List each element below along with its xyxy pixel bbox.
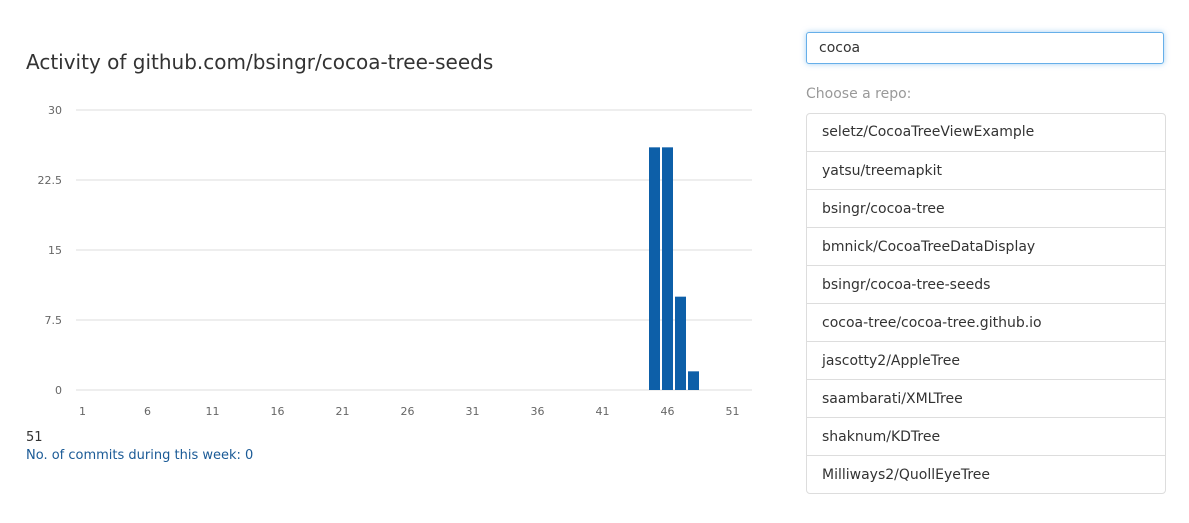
x-tick-label: 11 xyxy=(206,405,220,418)
y-tick-label: 22.5 xyxy=(38,174,63,187)
y-tick-label: 0 xyxy=(55,384,62,397)
repo-list-item[interactable]: cocoa-tree/cocoa-tree.github.io xyxy=(807,303,1165,341)
repo-list-item[interactable]: bsingr/cocoa-tree-seeds xyxy=(807,265,1165,303)
week-bar[interactable] xyxy=(675,296,686,390)
x-tick-label: 36 xyxy=(531,405,545,418)
x-tick-label: 21 xyxy=(336,405,350,418)
y-tick-label: 7.5 xyxy=(45,314,63,327)
week-bar[interactable] xyxy=(662,147,673,390)
x-axis-ticks: 1 6 11 16 21 26 31 36 41 46 51 xyxy=(79,405,740,418)
page-title: Activity of github.com/bsingr/cocoa-tree… xyxy=(26,50,494,74)
repo-list-item[interactable]: Milliways2/QuollEyeTree xyxy=(807,455,1165,493)
x-tick-label: 51 xyxy=(726,405,740,418)
repo-list: seletz/CocoaTreeViewExample yatsu/treemap… xyxy=(806,113,1166,494)
week-commits-text: No. of commits during this week: 0 xyxy=(26,448,254,463)
repo-list-item[interactable]: yatsu/treemapkit xyxy=(807,151,1165,189)
repo-list-item[interactable]: bmnick/CocoaTreeDataDisplay xyxy=(807,227,1165,265)
choose-repo-label: Choose a repo: xyxy=(806,86,912,102)
selected-week-number: 51 xyxy=(26,430,43,445)
chart-bars xyxy=(649,147,699,390)
repo-list-item[interactable]: jascotty2/AppleTree xyxy=(807,341,1165,379)
repo-list-item[interactable]: seletz/CocoaTreeViewExample xyxy=(822,124,1035,140)
week-bar[interactable] xyxy=(649,147,660,390)
y-tick-label: 30 xyxy=(48,104,62,117)
x-tick-label: 41 xyxy=(596,405,610,418)
week-bar[interactable] xyxy=(688,371,699,390)
x-tick-label: 46 xyxy=(661,405,675,418)
x-tick-label: 26 xyxy=(401,405,415,418)
y-axis-ticks: 0 7.5 15 22.5 30 xyxy=(38,104,63,397)
chart-grid xyxy=(76,109,752,391)
y-tick-label: 15 xyxy=(48,244,62,257)
x-tick-label: 1 xyxy=(79,405,86,418)
repo-list-item[interactable]: shaknum/KDTree xyxy=(807,417,1165,455)
x-tick-label: 16 xyxy=(271,405,285,418)
repo-search-input[interactable] xyxy=(806,32,1164,64)
repo-list-item[interactable]: bsingr/cocoa-tree xyxy=(807,189,1165,227)
x-tick-label: 6 xyxy=(144,405,151,418)
x-tick-label: 31 xyxy=(466,405,480,418)
repo-list-item[interactable]: saambarati/XMLTree xyxy=(807,379,1165,417)
